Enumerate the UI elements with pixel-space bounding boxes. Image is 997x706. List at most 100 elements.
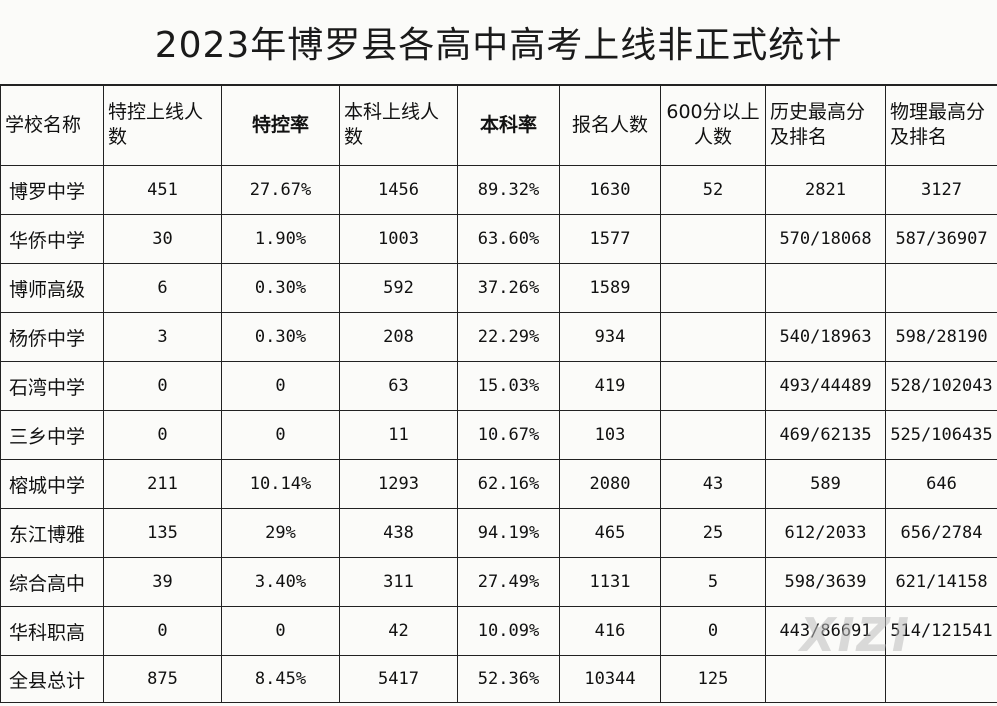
table-cell: 37.26% xyxy=(457,263,560,313)
school-name-cell: 全县总计 xyxy=(0,655,104,703)
table-cell: 94.19% xyxy=(457,508,560,558)
table-cell: 62.16% xyxy=(457,459,560,509)
table-cell: 0 xyxy=(221,410,340,460)
table-cell: 589 xyxy=(765,459,886,509)
table-row: 三乡中学 0 0 11 10.67% 103 469/62135 525/106435 xyxy=(0,410,997,460)
table-cell: 419 xyxy=(559,361,661,411)
table-cell: 3.40% xyxy=(221,557,340,607)
header-row: 学校名称 特控上线人数 特控率 本科上线人数 本科率 报名人数 600分以上人数… xyxy=(0,84,997,166)
table-cell: 22.29% xyxy=(457,312,560,362)
table-cell: 3 xyxy=(103,312,222,362)
table-cell: 1577 xyxy=(559,214,661,264)
header-special-rate: 特控率 xyxy=(221,84,340,166)
table-cell: 29% xyxy=(221,508,340,558)
table-cell: 443/86691 xyxy=(765,606,886,656)
table-cell: 10.09% xyxy=(457,606,560,656)
table-title: 2023年博罗县各高中高考上线非正式统计 xyxy=(0,0,997,86)
table-cell: 0 xyxy=(103,606,222,656)
table-cell: 42 xyxy=(339,606,458,656)
table-cell: 208 xyxy=(339,312,458,362)
school-name-cell: 华科职高 xyxy=(0,606,104,656)
header-history-top: 历史最高分及排名 xyxy=(765,84,886,166)
table-cell: 598/3639 xyxy=(765,557,886,607)
table-cell: 15.03% xyxy=(457,361,560,411)
table-cell: 1003 xyxy=(339,214,458,264)
table-cell xyxy=(660,263,766,313)
table-cell: 451 xyxy=(103,165,222,215)
table-cell: 0 xyxy=(221,606,340,656)
table-cell: 1.90% xyxy=(221,214,340,264)
table-row: 全县总计 875 8.45% 5417 52.36% 10344 125 xyxy=(0,655,997,703)
table-cell: 8.45% xyxy=(221,655,340,703)
table-cell: 598/28190 xyxy=(885,312,997,362)
table-cell xyxy=(660,214,766,264)
table-cell: 2080 xyxy=(559,459,661,509)
table-cell: 52.36% xyxy=(457,655,560,703)
watermark-logo: XIZI xyxy=(800,608,912,662)
table-cell: 592 xyxy=(339,263,458,313)
header-physics-top: 物理最高分及排名 xyxy=(885,84,997,166)
table-cell xyxy=(765,263,886,313)
header-special-count: 特控上线人数 xyxy=(103,84,222,166)
header-registered: 报名人数 xyxy=(559,84,661,166)
table-cell: 10.14% xyxy=(221,459,340,509)
table-row: 综合高中 39 3.40% 311 27.49% 1131 5 598/3639 621/141… xyxy=(0,557,997,607)
table-cell xyxy=(660,410,766,460)
table-cell: 612/2033 xyxy=(765,508,886,558)
table-cell: 570/18068 xyxy=(765,214,886,264)
table-cell: 416 xyxy=(559,606,661,656)
table-cell: 39 xyxy=(103,557,222,607)
table-row: 华科职高 0 0 42 10.09% 416 0 443/86691 514/121541 xyxy=(0,606,997,656)
table-cell: 27.49% xyxy=(457,557,560,607)
table-cell: 1630 xyxy=(559,165,661,215)
table-cell: 5417 xyxy=(339,655,458,703)
table-cell xyxy=(660,312,766,362)
table-cell: 514/121541 xyxy=(885,606,997,656)
table-row: 博师高级 6 0.30% 592 37.26% 1589 xyxy=(0,263,997,313)
table-row: 华侨中学 30 1.90% 1003 63.60% 1577 570/18068 587/36… xyxy=(0,214,997,264)
table-cell: 10.67% xyxy=(457,410,560,460)
school-name-cell: 博师高级 xyxy=(0,263,104,313)
header-undergrad-rate: 本科率 xyxy=(457,84,560,166)
table-cell: 587/36907 xyxy=(885,214,997,264)
table-cell: 1456 xyxy=(339,165,458,215)
school-name-cell: 榕城中学 xyxy=(0,459,104,509)
table-cell: 493/44489 xyxy=(765,361,886,411)
statistics-table: 学校名称 特控上线人数 特控率 本科上线人数 本科率 报名人数 600分以上人数… xyxy=(0,84,997,703)
school-name-cell: 华侨中学 xyxy=(0,214,104,264)
table-cell: 0 xyxy=(103,361,222,411)
table-cell xyxy=(885,655,997,703)
table-cell: 525/106435 xyxy=(885,410,997,460)
table-cell: 63.60% xyxy=(457,214,560,264)
table-row: 博罗中学 451 27.67% 1456 89.32% 1630 52 2821 3127 xyxy=(0,165,997,215)
table-cell: 3127 xyxy=(885,165,997,215)
table-cell: 0 xyxy=(221,361,340,411)
table-row: 东江博雅 135 29% 438 94.19% 465 25 612/2033 656/2784 xyxy=(0,508,997,558)
table-cell: 10344 xyxy=(559,655,661,703)
table-cell: 11 xyxy=(339,410,458,460)
table-cell: 875 xyxy=(103,655,222,703)
table-cell: 656/2784 xyxy=(885,508,997,558)
table-row: 石湾中学 0 0 63 15.03% 419 493/44489 528/102043 xyxy=(0,361,997,411)
table-cell: 465 xyxy=(559,508,661,558)
table-cell: 211 xyxy=(103,459,222,509)
table-cell: 63 xyxy=(339,361,458,411)
table-cell xyxy=(660,361,766,411)
school-name-cell: 博罗中学 xyxy=(0,165,104,215)
table-cell: 1293 xyxy=(339,459,458,509)
table-cell: 27.67% xyxy=(221,165,340,215)
school-name-cell: 石湾中学 xyxy=(0,361,104,411)
table-cell: 125 xyxy=(660,655,766,703)
school-name-cell: 三乡中学 xyxy=(0,410,104,460)
table-cell: 0 xyxy=(103,410,222,460)
table-cell: 103 xyxy=(559,410,661,460)
table-cell: 30 xyxy=(103,214,222,264)
table-cell: 52 xyxy=(660,165,766,215)
table-cell: 1589 xyxy=(559,263,661,313)
school-name-cell: 综合高中 xyxy=(0,557,104,607)
table-cell: 528/102043 xyxy=(885,361,997,411)
table-cell: 311 xyxy=(339,557,458,607)
table-cell: 2821 xyxy=(765,165,886,215)
header-over-600: 600分以上人数 xyxy=(660,84,766,166)
